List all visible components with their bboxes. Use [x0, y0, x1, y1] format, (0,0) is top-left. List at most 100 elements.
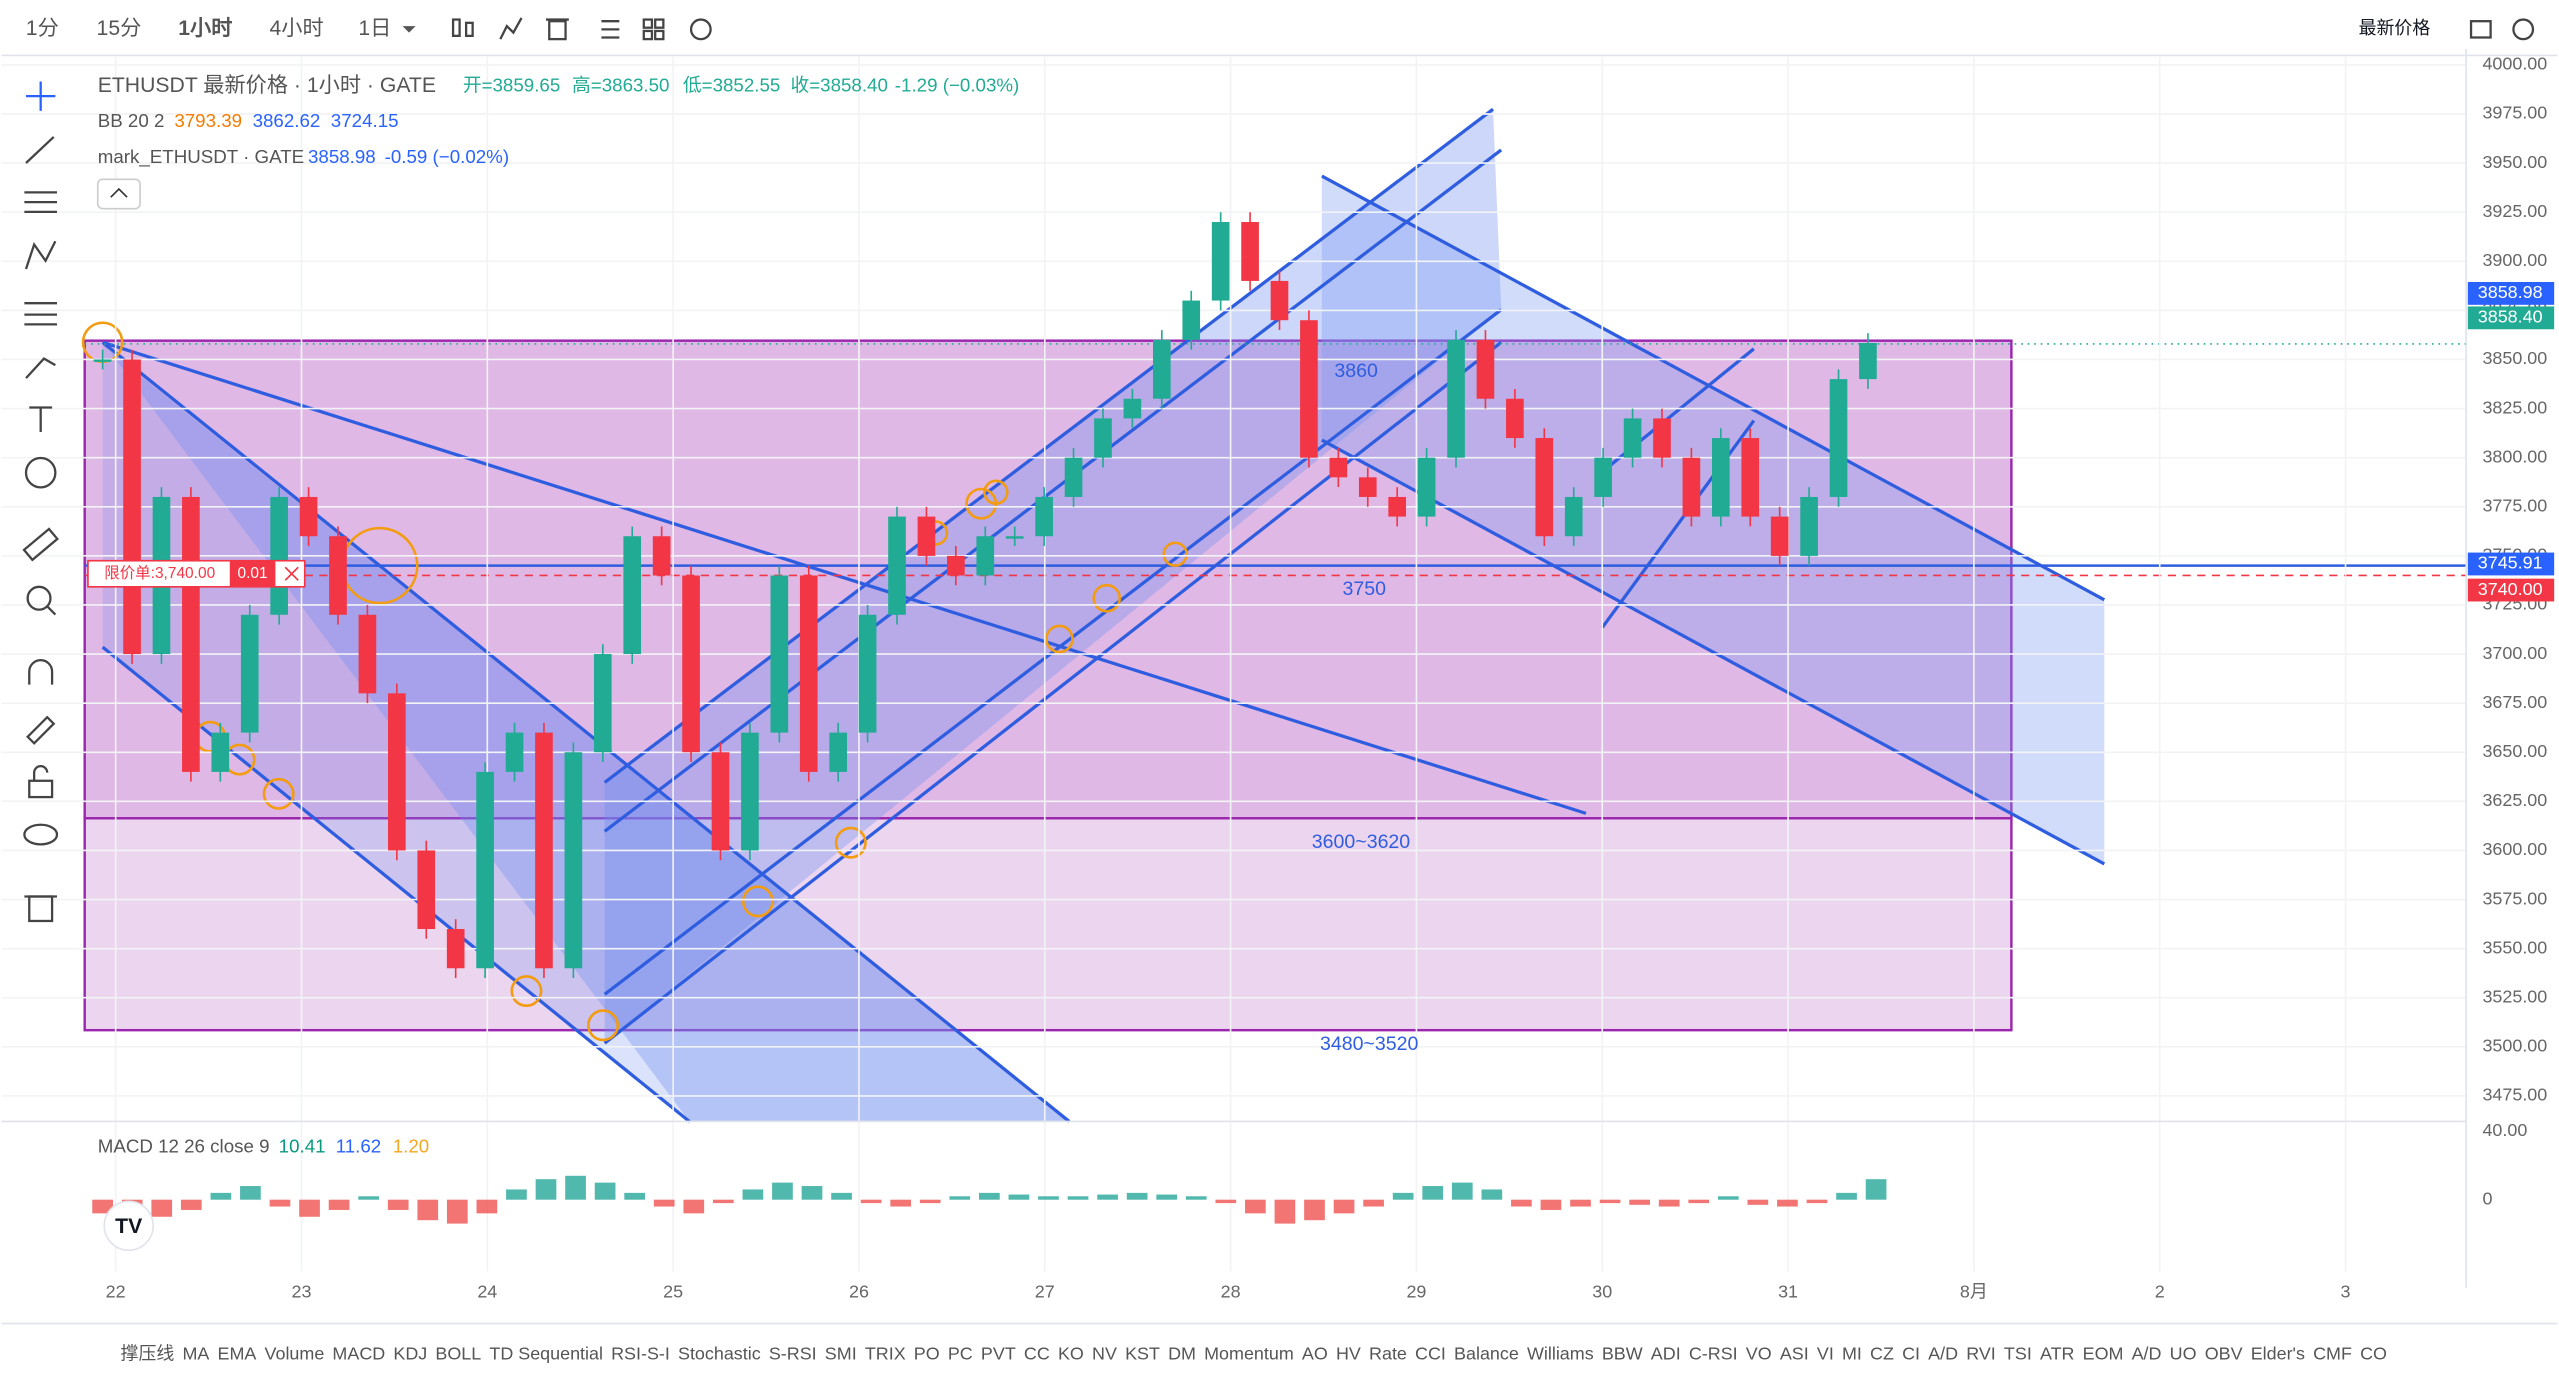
indicator[interactable]: MA	[182, 1343, 209, 1363]
dropdown-arrow	[402, 26, 416, 33]
candle-body	[240, 614, 259, 733]
mark-value: 3858.98	[308, 146, 376, 167]
order-close[interactable]	[284, 566, 299, 581]
indicator[interactable]: PVT	[981, 1343, 1016, 1363]
indicator[interactable]: C-RSI	[1689, 1343, 1738, 1363]
candle-body	[93, 359, 112, 362]
indicator[interactable]: AO	[1302, 1343, 1328, 1363]
indicator-strip: 撑压线 MA EMA Volume MACD KDJ BOLL TD Sequential RS…	[121, 1343, 2387, 1363]
mark-value: -0.59 (−0.02%)	[385, 146, 509, 167]
indicator[interactable]: CO	[2360, 1343, 2387, 1363]
indicator[interactable]: Stochastic	[678, 1343, 761, 1363]
indicator[interactable]: HV	[1336, 1343, 1361, 1363]
indicator[interactable]: MACD	[332, 1343, 385, 1363]
candle-body	[1712, 438, 1730, 517]
macd-bar	[860, 1199, 882, 1204]
indicator[interactable]: CMF	[2313, 1343, 2352, 1363]
indicator[interactable]: EMA	[218, 1343, 257, 1363]
interval-button[interactable]: 1小时	[178, 16, 232, 40]
mark-label: mark_ETHUSDT · GATE	[98, 146, 304, 168]
indicator[interactable]: KO	[1058, 1343, 1084, 1363]
macd-bar	[683, 1199, 705, 1214]
indicator[interactable]: VI	[1817, 1343, 1834, 1363]
logo[interactable]	[103, 1200, 154, 1252]
indicator[interactable]: MI	[1842, 1343, 1862, 1363]
macd-bar	[1185, 1196, 1207, 1200]
indicator[interactable]: SMI	[825, 1343, 857, 1363]
macd-bar	[92, 1199, 113, 1214]
price-tag: 3740.00	[2478, 579, 2543, 599]
candle-body	[270, 496, 288, 615]
indicator[interactable]: UO	[2170, 1343, 2197, 1363]
interval-button[interactable]: 1分	[26, 16, 59, 40]
candle-body	[1653, 418, 1671, 458]
candle-body	[593, 654, 612, 753]
indicator[interactable]: DM	[1168, 1343, 1196, 1363]
indicator[interactable]: Balance	[1454, 1343, 1519, 1363]
y-tick-label: 4000.00	[2482, 54, 2547, 74]
macd-bar	[653, 1199, 675, 1207]
order-label: 限价单:3,740.00	[104, 564, 215, 582]
candle-body	[799, 575, 818, 772]
collapse-button[interactable]	[96, 178, 141, 210]
indicator[interactable]: CCI	[1415, 1343, 1446, 1363]
interval-button[interactable]: 4小时	[270, 16, 324, 40]
indicator[interactable]: Williams	[1527, 1343, 1594, 1363]
candle-body	[858, 614, 877, 733]
candle-body	[741, 732, 759, 851]
indicator[interactable]: VO	[1746, 1343, 1772, 1363]
indicator[interactable]: Momentum	[1204, 1343, 1294, 1363]
indicator[interactable]: S-RSI	[769, 1343, 817, 1363]
indicator[interactable]: ADI	[1651, 1343, 1681, 1363]
price-tag: 3745.91	[2478, 553, 2543, 573]
candle-body	[1476, 339, 1495, 399]
interval-button[interactable]: 15分	[97, 16, 142, 40]
candle-body	[299, 496, 318, 537]
candle-body	[1005, 536, 1024, 539]
indicator[interactable]: 撑压线	[121, 1343, 175, 1363]
macd-bar	[1570, 1199, 1591, 1207]
indicator[interactable]: Elder's	[2251, 1343, 2305, 1363]
macd-bar	[1274, 1199, 1296, 1224]
indicator[interactable]: PO	[914, 1343, 940, 1363]
indicator[interactable]: Rate	[1369, 1343, 1407, 1363]
indicator[interactable]: TSI	[2004, 1343, 2032, 1363]
indicator[interactable]: ASI	[1780, 1343, 1809, 1363]
price-type-select[interactable]: 最新价格	[2359, 18, 2431, 38]
indicator[interactable]: NV	[1092, 1343, 1117, 1363]
candle-body	[1358, 477, 1377, 497]
indicator[interactable]: EOM	[2083, 1343, 2124, 1363]
macd-bar	[742, 1189, 764, 1200]
y-tick-label: 3525.00	[2482, 986, 2547, 1006]
macd-bar	[535, 1179, 557, 1200]
indicator[interactable]: RVI	[1966, 1343, 1996, 1363]
indicator[interactable]: PC	[948, 1343, 973, 1363]
indicator[interactable]: CC	[1024, 1343, 1050, 1363]
x-tick-label: 8月	[1960, 1281, 1988, 1301]
indicator[interactable]: A/D	[2132, 1343, 2162, 1363]
macd-bar	[1126, 1192, 1148, 1200]
indicator[interactable]: ATR	[2040, 1343, 2075, 1363]
indicator[interactable]: RSI-S-I	[611, 1343, 670, 1363]
candle-body	[711, 752, 730, 851]
indicator[interactable]: BOLL	[435, 1343, 481, 1363]
macd-value: 1.20	[393, 1135, 429, 1156]
macd-bar	[1747, 1199, 1769, 1205]
indicator[interactable]: CZ	[1870, 1343, 1894, 1363]
indicator[interactable]: TD Sequential	[489, 1343, 603, 1363]
y-tick-label: 3625.00	[2482, 790, 2547, 810]
indicator[interactable]: Volume	[265, 1343, 325, 1363]
indicator[interactable]: KDJ	[393, 1343, 427, 1363]
interval-button[interactable]: 1日	[358, 17, 391, 40]
macd-bar	[180, 1199, 202, 1210]
indicator[interactable]: BBW	[1602, 1343, 1643, 1363]
indicator[interactable]: OBV	[2205, 1343, 2243, 1363]
indicator[interactable]: A/D	[1928, 1343, 1958, 1363]
indicator[interactable]: KST	[1125, 1343, 1160, 1363]
indicator[interactable]: CI	[1902, 1343, 1920, 1363]
candle-body	[446, 928, 465, 969]
candle-body	[770, 575, 789, 733]
candle-body	[1859, 342, 1877, 380]
indicator[interactable]: TRIX	[865, 1343, 906, 1363]
candle-body	[1094, 418, 1112, 458]
